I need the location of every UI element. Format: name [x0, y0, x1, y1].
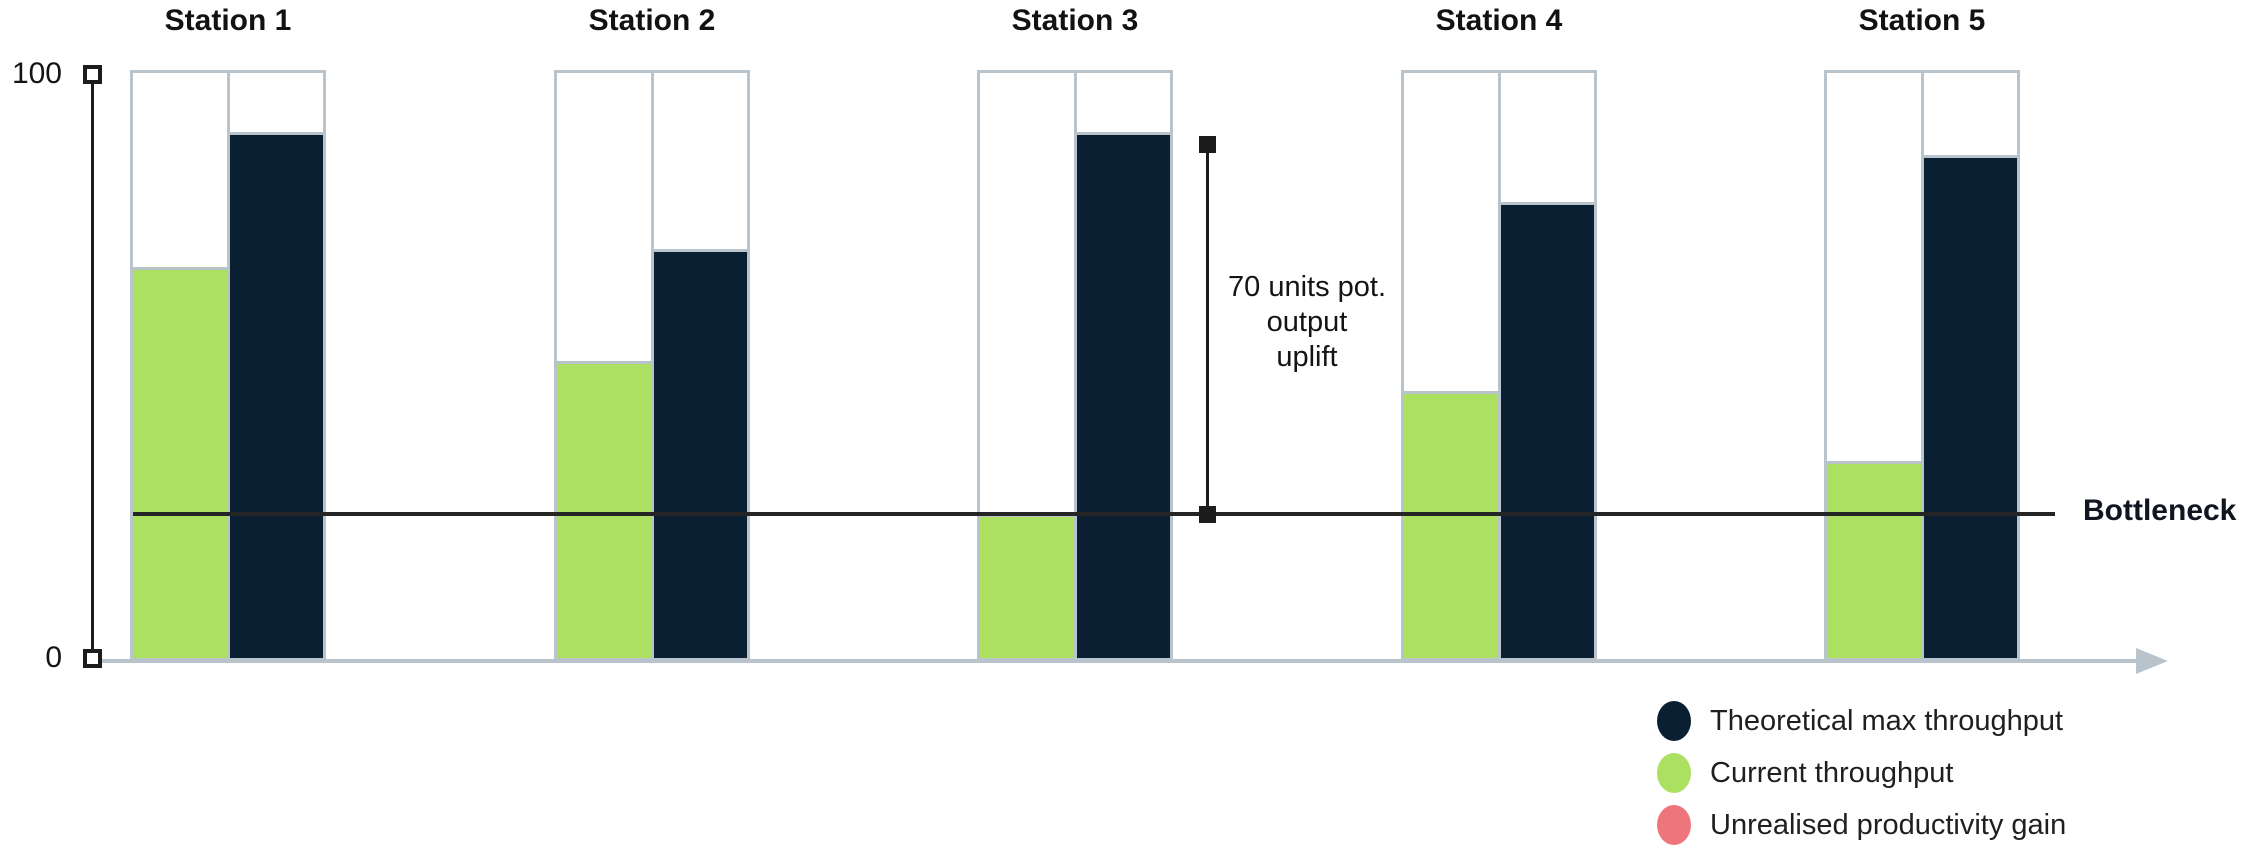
bar-fill-current — [980, 514, 1074, 658]
legend-label: Current throughput — [1710, 756, 1954, 789]
theoretical-max-legend-dot-icon — [1657, 701, 1691, 741]
bar-outline-current — [980, 73, 1077, 658]
bar-outline-current — [1404, 73, 1501, 658]
station-title: Station 5 — [1858, 4, 1986, 37]
legend-label: Unrealised productivity gain — [1710, 808, 2067, 841]
bar-fill-current — [557, 361, 651, 658]
x-axis-line — [100, 659, 2140, 663]
y-axis-bottom-tick-marker — [83, 649, 102, 668]
legend-item: Current throughput — [1657, 751, 2066, 795]
bar-outline-current — [1827, 73, 1924, 658]
station-group: Station 2 — [554, 0, 750, 854]
y-axis-label-0: 0 — [45, 641, 62, 674]
station-title: Station 2 — [588, 4, 716, 37]
legend-item: Unrealised productivity gain — [1657, 803, 2066, 847]
bar-pair-outline — [977, 70, 1173, 661]
bar-outline-max — [1923, 73, 2017, 658]
uplift-annotation-line-1: 70 units pot. — [1228, 271, 1386, 303]
y-axis-top-tick-marker — [83, 65, 102, 84]
station-group: Station 4 — [1401, 0, 1597, 854]
uplift-annotation-line-2: output — [1266, 306, 1348, 338]
bar-fill-max — [229, 132, 323, 658]
current-throughput-legend-dot-icon — [1657, 753, 1691, 793]
bar-outline-current — [133, 73, 230, 658]
bottleneck-line — [133, 512, 2055, 516]
station-title: Station 4 — [1435, 4, 1563, 37]
unrealised-gain-legend-dot-icon — [1657, 805, 1691, 845]
bar-outline-max — [653, 73, 747, 658]
bar-outline-max — [1500, 73, 1594, 658]
station-title: Station 3 — [1011, 4, 1139, 37]
bottleneck-label: Bottleneck — [2083, 494, 2237, 527]
bar-fill-current — [133, 267, 227, 658]
x-axis-arrow-icon — [2136, 648, 2168, 674]
bar-pair-outline — [130, 70, 326, 661]
bar-fill-max — [1500, 202, 1594, 658]
uplift-annotation-line — [1206, 144, 1209, 514]
bar-fill-max — [1076, 132, 1170, 658]
legend: Theoretical max throughput Current throu… — [1657, 699, 2066, 854]
y-axis-line — [91, 75, 94, 659]
station-title: Station 1 — [164, 4, 292, 37]
bar-fill-current — [1404, 391, 1498, 658]
y-axis-label-100: 100 — [11, 57, 62, 90]
station-group: Station 1 — [130, 0, 326, 854]
legend-item: Theoretical max throughput — [1657, 699, 2066, 743]
bar-outline-current — [557, 73, 654, 658]
uplift-annotation-text: 70 units pot. output uplift — [1187, 270, 1427, 375]
bar-outline-max — [229, 73, 323, 658]
uplift-annotation-bottom-marker — [1199, 506, 1216, 523]
bar-pair-outline — [554, 70, 750, 661]
uplift-annotation-top-marker — [1199, 136, 1216, 153]
bar-outline-max — [1076, 73, 1170, 658]
station-group: Station 3 — [977, 0, 1173, 854]
station-group: Station 5 — [1824, 0, 2020, 854]
bar-fill-max — [1923, 155, 2017, 658]
uplift-annotation-line-3: uplift — [1276, 341, 1338, 373]
legend-label: Theoretical max throughput — [1710, 704, 2064, 737]
bar-pair-outline — [1401, 70, 1597, 661]
bar-fill-max — [653, 249, 747, 658]
bar-fill-current — [1827, 461, 1921, 658]
bar-pair-outline — [1824, 70, 2020, 661]
